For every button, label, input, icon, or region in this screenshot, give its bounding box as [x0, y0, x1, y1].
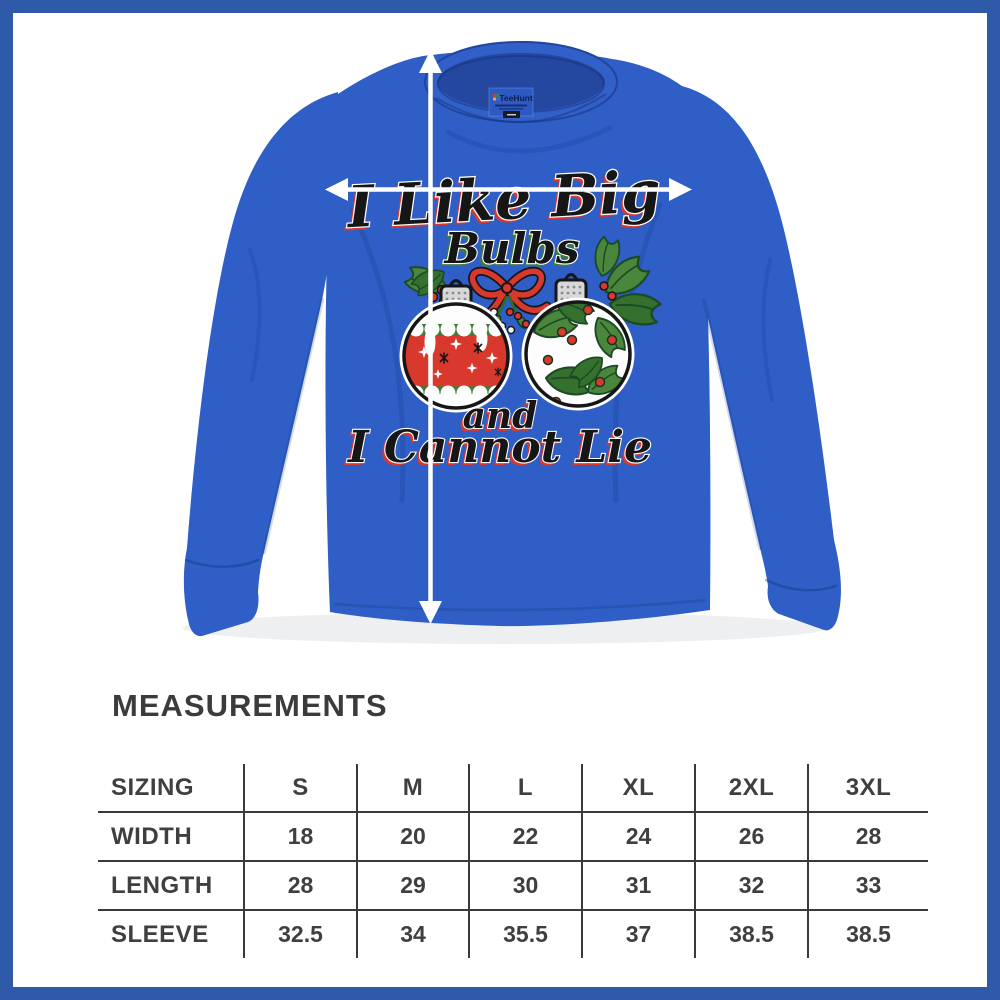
svg-text:and: and: [463, 395, 538, 437]
col-header-3xl: 3XL: [807, 764, 928, 813]
brand-name: TeeHunt: [499, 93, 533, 103]
size-tag: [503, 111, 520, 118]
cell: 29: [356, 861, 469, 911]
cell: 32: [694, 861, 808, 911]
svg-text:Bulbs: Bulbs: [443, 224, 579, 273]
cell: 28: [243, 861, 357, 911]
svg-text:and: and: [460, 398, 535, 440]
cell: 38.5: [694, 910, 808, 958]
cell: 33: [807, 861, 928, 911]
table-row-length: LENGTH 28 29 30 31 32 33: [98, 861, 928, 911]
row-label: LENGTH: [98, 861, 244, 911]
col-header-2xl: 2XL: [694, 764, 808, 813]
col-header-s: S: [243, 764, 357, 813]
collar-label: TeeHunt: [488, 87, 534, 118]
product-image: TeeHunt I Like Big I Like Big Bulbs Bulb…: [183, 41, 841, 644]
cell: 20: [356, 812, 469, 862]
measurements-heading: MEASUREMENTS: [112, 688, 388, 723]
size-chart-table: SIZING S M L XL 2XL 3XL WIDTH 18 20 22 2…: [98, 764, 928, 958]
row-label: SLEEVE: [111, 920, 209, 948]
row-label: WIDTH: [98, 812, 244, 862]
design-print: I Like Big I Like Big Bulbs Bulbs: [341, 157, 664, 476]
cell: 30: [468, 861, 582, 911]
shirt-body: [325, 51, 711, 627]
cell: 18: [243, 812, 357, 862]
ornament-right-icon: [521, 297, 635, 411]
design-title-line2: Bulbs Bulbs: [440, 223, 580, 276]
shirt-graphic: TeeHunt I Like Big I Like Big Bulbs Bulb…: [183, 41, 841, 644]
cell: 31: [581, 861, 695, 911]
cell: 22: [468, 812, 582, 862]
cell: 34: [356, 910, 469, 958]
right-sleeve: [682, 86, 841, 631]
cell: 38.5: [807, 910, 928, 958]
svg-text:I Like Big: I Like Big: [341, 161, 660, 244]
cell: 37: [581, 910, 695, 958]
care-text-line: [495, 104, 527, 107]
left-sleeve: [183, 92, 338, 637]
cell: 24: [581, 812, 695, 862]
table-row-width: WIDTH 18 20 22 24 26 28: [98, 812, 928, 862]
design-title-line3: and and: [460, 394, 539, 440]
design-title-line4: I Cannot Lie I Cannot Lie: [343, 421, 653, 476]
col-header-xl: XL: [581, 764, 695, 813]
width-arrow-icon: [325, 178, 692, 201]
shirt-shadow: [183, 612, 827, 644]
holly-right-icon: [589, 234, 663, 329]
sleeve-seams: [184, 248, 838, 592]
cell: 32.5: [243, 910, 357, 958]
svg-text:I Like Big: I Like Big: [344, 158, 663, 241]
care-text-line: [499, 108, 523, 110]
table-header-row: SIZING S M L XL 2XL 3XL: [98, 764, 928, 813]
table-row-sleeve: SLEEVE 32.5 34 35.5 37 38.5 38.5: [98, 910, 928, 958]
brand-logo-icon: [493, 94, 500, 101]
svg-text:I Cannot Lie: I Cannot Lie: [346, 422, 652, 473]
length-arrow-icon: [419, 50, 442, 624]
design-title-line1: I Like Big I Like Big: [341, 157, 664, 245]
svg-text:I Cannot Lie: I Cannot Lie: [343, 425, 649, 476]
hem-seam: [333, 598, 707, 612]
svg-text:Bulbs: Bulbs: [440, 227, 576, 276]
cell: 28: [807, 812, 928, 862]
col-header-sizing: SIZING: [98, 764, 244, 813]
col-header-l: L: [468, 764, 582, 813]
col-header-m: M: [356, 764, 469, 813]
cell: 35.5: [468, 910, 582, 958]
cell: 26: [694, 812, 808, 862]
